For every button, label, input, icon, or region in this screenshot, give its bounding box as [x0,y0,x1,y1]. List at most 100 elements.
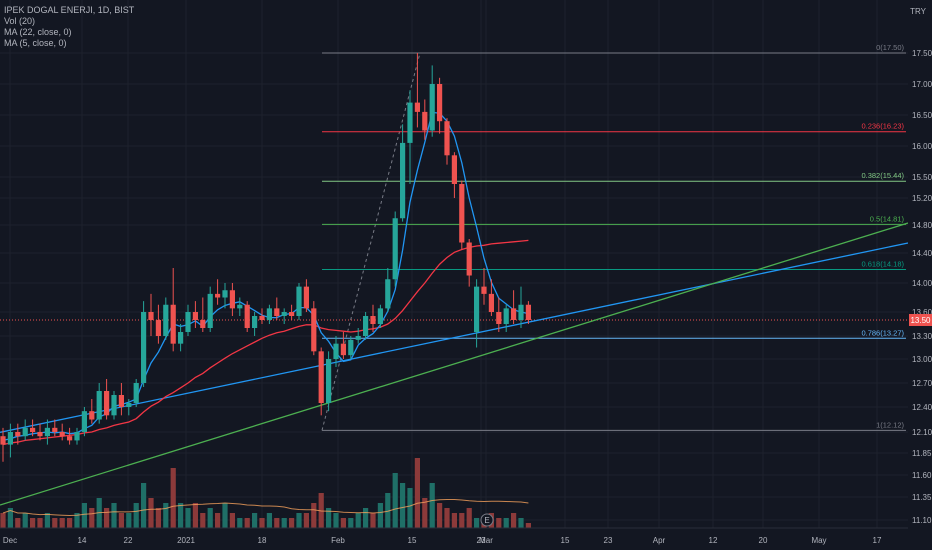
fib-trend-line [321,52,421,431]
volume-bar [44,513,50,528]
volume-bar [444,508,450,528]
candle-body [155,320,161,336]
candle-body [259,316,265,320]
currency-label: TRY [910,7,927,16]
chart-legend: IPEK DOGAL ENERJI, 1D, BIST Vol (20) MA … [4,5,134,49]
candle-body [340,343,346,356]
volume-bar [289,518,295,528]
volume-bar [274,518,280,528]
candle-body [37,432,43,437]
price-axis-tick: 11.60 [912,471,932,480]
trend-line-green[interactable] [0,222,909,506]
candle-body [326,359,332,403]
fib-level-label: 0.5(14.81) [870,214,905,223]
time-axis-tick: 2021 [177,536,195,545]
volume-bar [518,518,524,528]
legend-ma22[interactable]: MA (22, close, 0) [4,27,72,37]
volume-bar [311,503,317,528]
volume-bar [355,513,361,528]
time-axis-tick: May [811,536,826,545]
earnings-marker-label: E [484,516,489,525]
price-axis-tick: 15.20 [912,194,932,203]
candle-body [451,155,457,184]
volume-bar [22,513,28,528]
volume-bar [37,518,43,528]
candle-body [459,184,465,243]
candle-body [281,312,287,316]
candle-body [474,286,480,332]
volume-bar [185,508,191,528]
legend-volume[interactable]: Vol (20) [4,16,36,26]
time-axis-tick: Dec [3,536,17,545]
volume-bar [429,483,435,528]
volume-bar [0,513,6,528]
candle-body [104,391,110,416]
volume-bar [59,518,65,528]
volume-bar [437,503,443,528]
volume-bar [141,483,147,528]
time-axis-tick: 23 [604,536,613,545]
candle-body [311,308,317,352]
price-axis-tick: 11.10 [912,516,932,525]
candle-body [141,312,147,383]
candle-body [363,316,369,336]
fib-level-label: 0.236(16.23) [861,122,904,131]
candle-body [244,304,250,328]
volume-bar [74,513,80,528]
time-axis-tick: 15 [408,536,417,545]
candle-body [163,304,169,336]
volume-bar [192,503,198,528]
price-axis-tick: 12.40 [912,403,932,412]
candle-body [67,436,73,441]
fib-level-label: 0.786(13.27) [861,328,904,337]
earnings-marker-icon[interactable] [480,513,494,527]
candle-body [525,304,531,320]
volume-bar [511,513,517,528]
fib-level-label: 0(17.50) [876,43,904,52]
time-axis-tick: 15 [561,536,570,545]
fib-level-label: 0.618(14.18) [861,260,904,269]
time-axis-tick: 17 [873,536,882,545]
volume-bar [81,503,87,528]
candle-body [296,286,302,316]
price-axis-tick: 13.60 [912,308,932,317]
volume-bar [370,513,376,528]
time-axis-tick: Feb [331,536,345,545]
volume-bar [237,518,243,528]
candle-body [407,102,413,143]
candle-body [385,279,391,309]
legend-symbol[interactable]: IPEK DOGAL ENERJI, 1D, BIST [4,5,135,15]
volume-bar [222,503,228,528]
time-axis [0,528,932,550]
volume-bar [229,513,235,528]
volume-bar [348,518,354,528]
fib-level-label: 0.382(15.44) [861,171,904,180]
candle-body [215,293,221,298]
candle-body [414,102,420,112]
price-axis-tick: 14.40 [912,249,932,258]
candle-body [111,395,117,416]
volume-bar [67,518,73,528]
volume-ma-line [2,499,529,517]
price-axis-tick: 17.00 [912,80,932,89]
candle-body [422,111,428,131]
candle-body [252,316,258,328]
legend-ma5[interactable]: MA (5, close, 0) [4,38,67,48]
time-axis-tick: Mar [479,536,493,545]
price-axis-tick: 14.80 [912,221,932,230]
trend-line-blue[interactable] [0,242,909,433]
candle-body [318,351,324,403]
volume-bar [215,513,221,528]
volume-bar [525,523,531,528]
candle-body [429,84,435,131]
volume-bar [133,503,139,528]
candle-body [488,293,494,312]
candle-body [126,403,132,407]
candle-body [192,312,198,320]
candle-body [81,411,87,432]
candle-body [518,304,524,320]
candle-body [392,218,398,280]
volume-bar [118,513,124,528]
volume-bar [207,508,213,528]
